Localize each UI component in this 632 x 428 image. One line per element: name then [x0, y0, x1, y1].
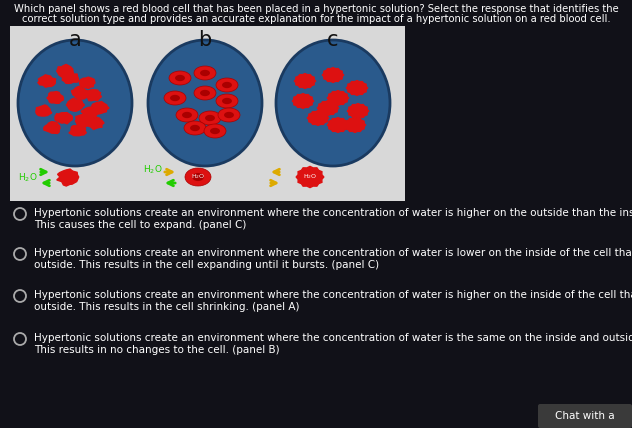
Ellipse shape [200, 70, 210, 76]
Polygon shape [348, 104, 368, 119]
Text: H$_2$O: H$_2$O [191, 172, 205, 181]
Text: c: c [327, 30, 339, 50]
Text: Chat with a: Chat with a [555, 411, 615, 421]
FancyBboxPatch shape [538, 404, 632, 428]
Polygon shape [38, 75, 56, 87]
Ellipse shape [175, 75, 185, 81]
Text: correct solution type and provides an accurate explanation for the impact of a h: correct solution type and provides an ac… [21, 14, 611, 24]
Text: H$_2$O: H$_2$O [143, 164, 162, 176]
Ellipse shape [276, 40, 390, 166]
Polygon shape [295, 74, 315, 89]
Ellipse shape [200, 90, 210, 96]
Ellipse shape [216, 78, 238, 92]
Polygon shape [66, 98, 85, 111]
Ellipse shape [194, 66, 216, 80]
Ellipse shape [192, 173, 204, 181]
Text: Hypertonic solutions create an environment where the concentration of water is h: Hypertonic solutions create an environme… [34, 208, 632, 229]
Polygon shape [71, 86, 90, 99]
Text: H$_2$O: H$_2$O [18, 172, 38, 184]
Ellipse shape [210, 128, 220, 134]
Ellipse shape [148, 40, 262, 166]
Ellipse shape [182, 112, 192, 118]
Ellipse shape [224, 112, 234, 118]
Ellipse shape [194, 86, 216, 100]
Polygon shape [69, 125, 87, 136]
Polygon shape [327, 91, 349, 105]
Ellipse shape [222, 82, 232, 88]
Ellipse shape [185, 168, 211, 186]
Ellipse shape [176, 108, 198, 122]
Ellipse shape [184, 121, 206, 135]
Ellipse shape [199, 111, 221, 125]
Text: Which panel shows a red blood cell that has been placed in a hypertonic solution: Which panel shows a red blood cell that … [14, 4, 618, 14]
Polygon shape [44, 122, 60, 134]
Polygon shape [92, 101, 109, 114]
Ellipse shape [164, 91, 186, 105]
Text: a: a [69, 30, 82, 50]
Ellipse shape [190, 125, 200, 131]
Polygon shape [57, 169, 79, 186]
Polygon shape [327, 118, 349, 132]
Ellipse shape [204, 124, 226, 138]
Polygon shape [47, 92, 63, 104]
Polygon shape [296, 166, 324, 187]
Polygon shape [79, 77, 95, 88]
Ellipse shape [222, 98, 232, 104]
Polygon shape [307, 110, 329, 125]
Ellipse shape [169, 71, 191, 85]
Polygon shape [61, 72, 78, 83]
Ellipse shape [205, 115, 215, 121]
Polygon shape [293, 94, 313, 108]
Polygon shape [344, 118, 365, 132]
Polygon shape [57, 65, 73, 77]
Polygon shape [75, 114, 91, 127]
Polygon shape [317, 101, 339, 116]
Text: Hypertonic solutions create an environment where the concentration of water is h: Hypertonic solutions create an environme… [34, 290, 632, 312]
Polygon shape [81, 107, 99, 119]
Ellipse shape [18, 40, 132, 166]
Ellipse shape [216, 94, 238, 108]
Text: Hypertonic solutions create an environment where the concentration of water is l: Hypertonic solutions create an environme… [34, 248, 632, 270]
Text: Hypertonic solutions create an environment where the concentration of water is t: Hypertonic solutions create an environme… [34, 333, 632, 355]
Polygon shape [85, 89, 102, 101]
Polygon shape [322, 68, 344, 83]
Polygon shape [55, 113, 72, 124]
Ellipse shape [218, 108, 240, 122]
Bar [10, 26, 405, 201]
Ellipse shape [170, 95, 180, 101]
Polygon shape [346, 80, 368, 95]
Text: H$_2$O: H$_2$O [303, 172, 317, 181]
Text: b: b [198, 30, 212, 50]
Polygon shape [86, 117, 104, 129]
Polygon shape [36, 105, 52, 116]
